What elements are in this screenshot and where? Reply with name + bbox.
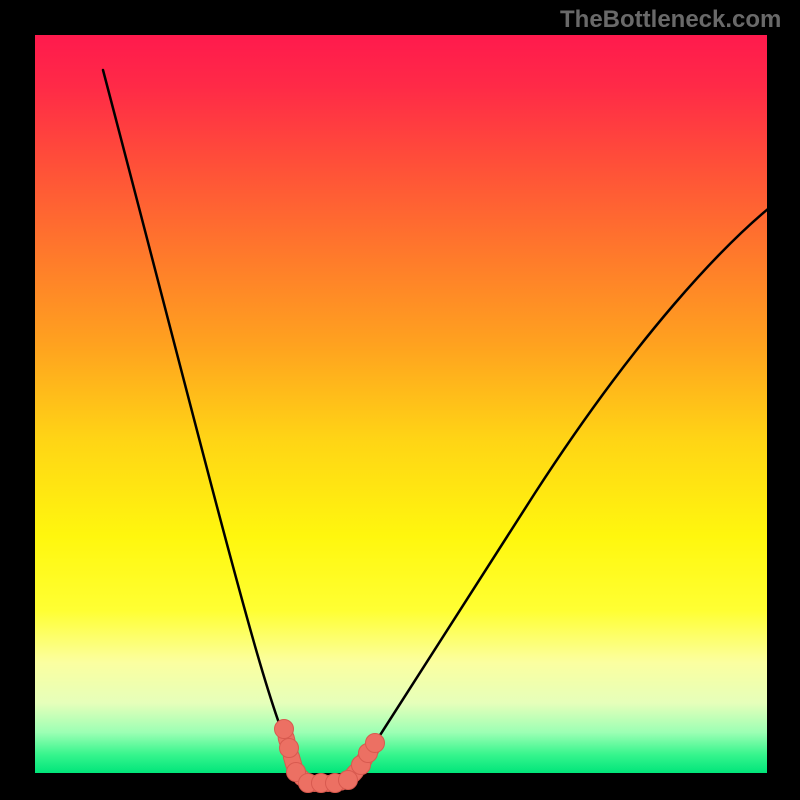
bottleneck-curves [35,35,767,773]
curve-path [345,183,800,777]
watermark-text: TheBottleneck.com [560,6,781,34]
data-marker [274,719,294,739]
chart-canvas: TheBottleneck.com [0,0,800,800]
data-marker [365,733,385,753]
plot-area [35,35,767,773]
curve-path [103,70,307,777]
data-marker [279,738,299,758]
